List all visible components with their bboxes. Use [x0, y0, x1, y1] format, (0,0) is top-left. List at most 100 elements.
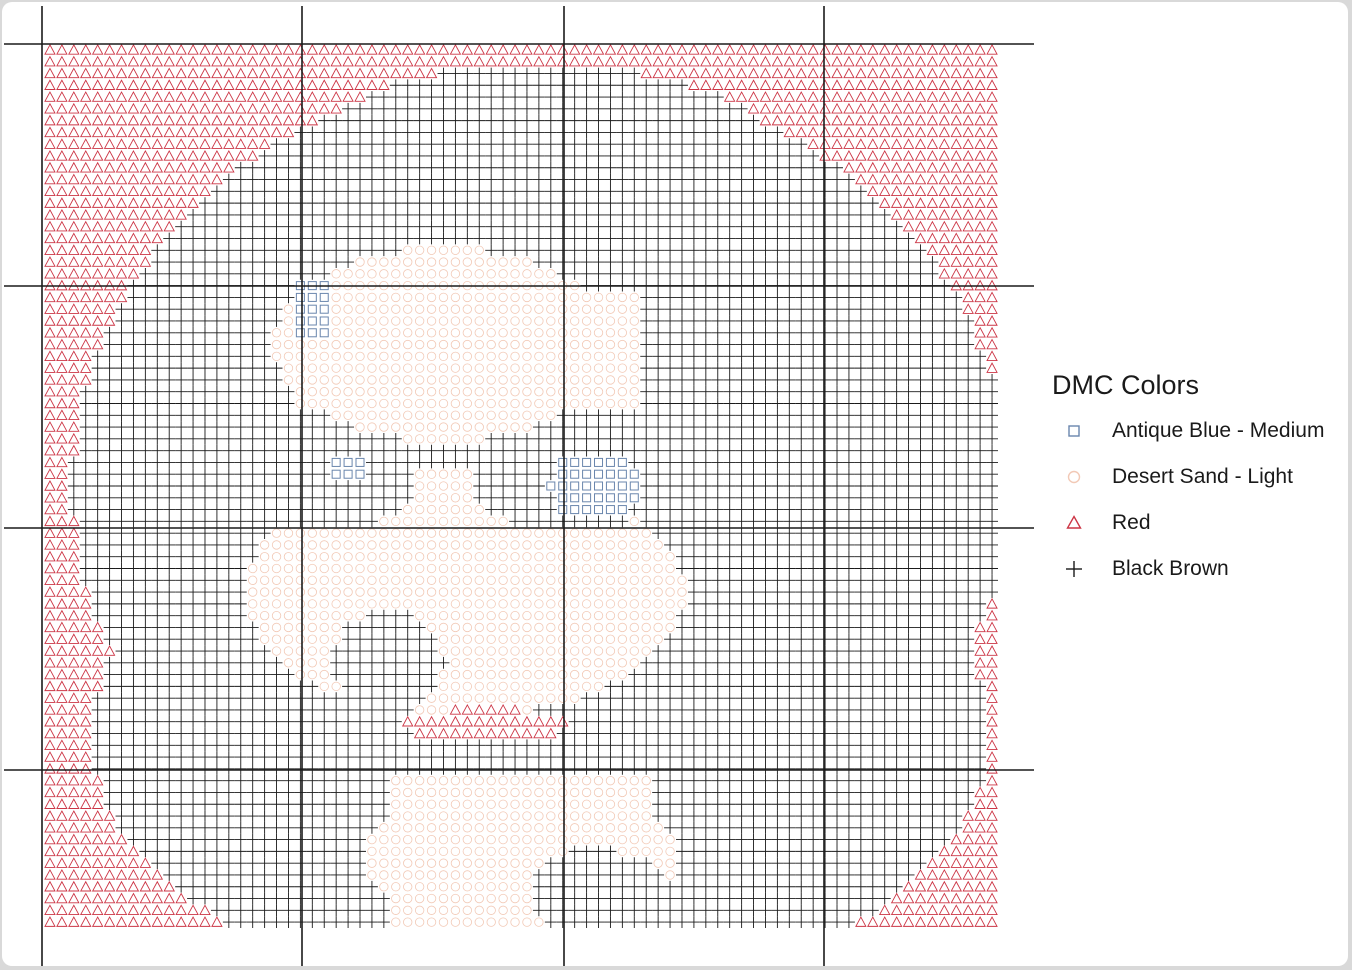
stitch-black-brown [163, 609, 176, 622]
stitch-red [747, 43, 760, 55]
stitch-black-brown [664, 468, 677, 481]
stitch-red [175, 208, 187, 220]
stitch-black-brown [938, 527, 951, 540]
stitch-desert-sand [355, 387, 365, 397]
stitch-black-brown [902, 338, 915, 351]
stitch-black-brown [878, 680, 891, 693]
stitch-desert-sand [450, 658, 461, 668]
stitch-black-brown [592, 244, 605, 257]
stitch-black-brown [604, 150, 617, 162]
stitch-red [914, 150, 927, 161]
stitch-red [79, 232, 92, 244]
stitch-black-brown [759, 338, 772, 351]
stitch-black-brown [711, 562, 724, 575]
stitch-black-brown [807, 385, 820, 398]
stitch-desert-sand [343, 363, 353, 373]
stitch-black-brown [652, 197, 665, 210]
stitch-black-brown [747, 267, 760, 280]
stitch-desert-sand [474, 269, 484, 279]
stitch-black-brown [902, 539, 915, 551]
stitch-desert-sand [331, 599, 341, 609]
stitch-desert-sand [593, 681, 604, 692]
stitch-black-brown [914, 680, 927, 693]
stitch-black-brown [449, 114, 462, 127]
stitch-black-brown [795, 220, 808, 233]
stitch-red [234, 91, 247, 102]
stitch-black-brown [640, 350, 653, 363]
stitch-desert-sand [617, 292, 628, 303]
stitch-black-brown [986, 550, 998, 563]
stitch-desert-sand [629, 610, 639, 621]
stitch-red [115, 114, 128, 126]
stitch-black-brown [711, 303, 724, 316]
stitch-black-brown [425, 91, 438, 103]
stitch-black-brown [926, 350, 939, 363]
stitch-black-brown [687, 150, 700, 162]
stitch-desert-sand [367, 422, 377, 432]
stitch-desert-sand [522, 540, 532, 550]
stitch-red [56, 550, 68, 562]
stitch-black-brown [222, 197, 235, 210]
stitch-desert-sand [522, 563, 532, 574]
stitch-black-brown [497, 126, 510, 139]
stitch-black-brown [628, 680, 641, 693]
stitch-black-brown [723, 680, 736, 693]
stitch-red [318, 79, 331, 90]
stitch-black-brown [687, 527, 700, 540]
stitch-desert-sand [379, 292, 389, 303]
stitch-black-brown [151, 480, 164, 492]
stitch-black-brown [270, 150, 283, 162]
stitch-black-brown [127, 409, 140, 422]
stitch-black-brown [950, 751, 963, 763]
stitch-black-brown [294, 468, 307, 481]
stitch-black-brown [294, 432, 307, 445]
stitch-black-brown [234, 656, 247, 669]
stitch-desert-sand [510, 398, 520, 409]
stitch-desert-sand [653, 634, 663, 644]
stitch-black-brown [842, 739, 855, 752]
stitch-black-brown [222, 762, 235, 775]
stitch-black-brown [914, 338, 927, 351]
stitch-red [68, 597, 80, 609]
stitch-black-brown [509, 209, 521, 221]
stitch-black-brown [461, 173, 474, 186]
stitch-desert-sand [295, 575, 306, 585]
stitch-black-brown [139, 656, 152, 669]
stitch-black-brown [962, 539, 975, 551]
stitch-red [819, 43, 831, 55]
stitch-red [211, 67, 223, 79]
stitch-desert-sand [414, 552, 425, 562]
stitch-black-brown [890, 621, 903, 634]
stitch-red [890, 161, 903, 173]
stitch-red [175, 150, 187, 161]
stitch-black-brown [365, 432, 378, 445]
stitch-black-brown [795, 138, 808, 151]
stitch-black-brown [866, 680, 879, 693]
stitch-desert-sand [617, 363, 628, 373]
stitch-black-brown [210, 491, 223, 504]
stitch-black-brown [79, 409, 92, 422]
stitch-black-brown [342, 432, 355, 445]
stitch-desert-sand [522, 363, 532, 373]
stitch-black-brown [521, 150, 533, 162]
stitch-desert-sand [593, 634, 604, 644]
stitch-black-brown [842, 609, 855, 622]
stitch-black-brown [521, 138, 533, 151]
stitch-black-brown [210, 374, 223, 386]
stitch-black-brown [377, 656, 390, 669]
stitch-red [986, 267, 998, 279]
stitch-black-brown [842, 586, 855, 598]
stitch-black-brown [652, 715, 665, 728]
stitch-black-brown [103, 704, 116, 716]
stitch-red [91, 315, 104, 326]
stitch-red [246, 43, 259, 55]
stitch-black-brown [664, 267, 677, 280]
stitch-black-brown [365, 633, 378, 646]
stitch-black-brown [747, 385, 760, 398]
stitch-red [56, 291, 68, 303]
stitch-black-brown [854, 762, 867, 775]
stitch-black-brown [318, 468, 331, 481]
stitch-black-brown [926, 491, 939, 504]
stitch-black-brown [497, 161, 510, 174]
stitch-black-brown [878, 256, 891, 268]
